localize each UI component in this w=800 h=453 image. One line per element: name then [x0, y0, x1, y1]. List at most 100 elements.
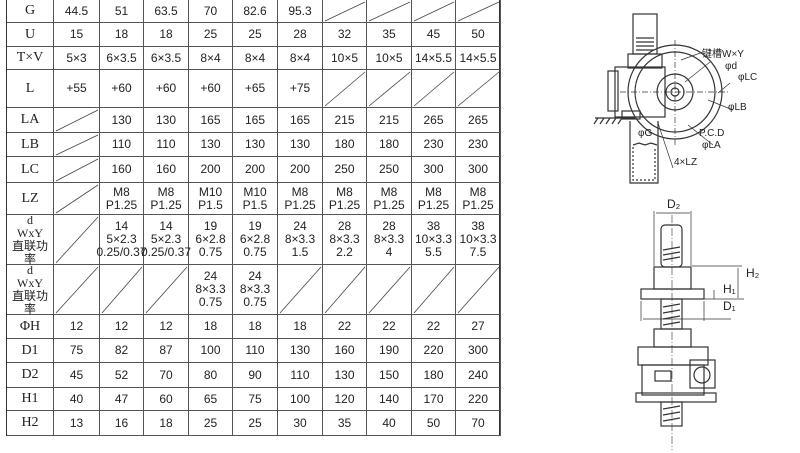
table-cell: 180 [412, 363, 456, 388]
table-cell: 10×5 [323, 47, 367, 70]
table-cell: 165 [233, 108, 278, 133]
table-cell: M8 P1.25 [100, 183, 144, 215]
table-cell: 75 [54, 339, 100, 363]
table-cell: 300 [412, 157, 456, 183]
table-cell: 80 [189, 363, 233, 388]
table-cell: 18 [233, 315, 278, 339]
label-phi-lb: φLB [728, 102, 747, 113]
label-pcd: P.C.D [699, 128, 725, 139]
table-cell: 28 8×3.3 2.2 [323, 215, 367, 265]
table-cell: 25 [233, 23, 278, 47]
label-4xlz: 4×LZ [674, 157, 698, 168]
table-cell: 250 [323, 157, 367, 183]
row-label: U [7, 23, 54, 47]
row-label: D2 [7, 363, 54, 388]
table-cell: 300 [456, 157, 501, 183]
table-cell: M10 P1.5 [233, 183, 278, 215]
table-cell: 215 [323, 108, 367, 133]
table-cell: 130 [278, 339, 323, 363]
diagonal-line [55, 184, 99, 214]
table-cell: 240 [456, 363, 501, 388]
table-cell: 265 [412, 108, 456, 133]
table-cell: 32 [323, 23, 367, 47]
diagonal-line [413, 1, 455, 22]
table-cell: 16 [100, 411, 144, 436]
table-cell: 110 [233, 339, 278, 363]
table-cell: 35 [323, 411, 367, 436]
table-cell: +65 [233, 70, 278, 108]
empty-cell-diagonal [100, 265, 144, 315]
table-cell: 40 [367, 411, 412, 436]
table-cell: 30 [278, 411, 323, 436]
diagonal-line [55, 134, 99, 156]
table-cell: +60 [100, 70, 144, 108]
table-cell: 110 [144, 133, 189, 157]
empty-cell-diagonal [54, 133, 100, 157]
table-cell: +60 [144, 70, 189, 108]
empty-cell-diagonal [54, 183, 100, 215]
diagonal-line [55, 109, 99, 132]
empty-cell-diagonal [54, 108, 100, 133]
table-cell: 47 [100, 388, 144, 411]
label-h2: H₂ [746, 266, 760, 280]
table-cell: 14×5.5 [456, 47, 501, 70]
table-cell: 95.3 [278, 0, 323, 23]
diagonal-line [324, 71, 366, 107]
diagonal-line [457, 71, 500, 107]
table-cell: 25 [189, 411, 233, 436]
label-d1: D₁ [723, 299, 736, 313]
row-label: LZ [7, 183, 54, 215]
empty-cell-diagonal [54, 265, 100, 315]
table-cell: +55 [54, 70, 100, 108]
table-cell: 100 [189, 339, 233, 363]
table-cell: 6×3.5 [144, 47, 189, 70]
table-cell: 18 [278, 315, 323, 339]
table-cell: 19 6×2.8 0.75 [189, 215, 233, 265]
table-cell: 130 [323, 363, 367, 388]
table-cell: 130 [189, 133, 233, 157]
diagonal-line [324, 266, 366, 314]
table-cell: 70 [189, 0, 233, 23]
empty-cell-diagonal [456, 70, 501, 108]
table-cell: 230 [412, 133, 456, 157]
table-cell: 18 [189, 315, 233, 339]
row-label: H2 [7, 411, 54, 436]
table-cell: 100 [278, 388, 323, 411]
label-phi-la: φLA [702, 140, 721, 151]
table-cell: 215 [367, 108, 412, 133]
table-cell: 52 [100, 363, 144, 388]
table-cell: 120 [323, 388, 367, 411]
table-cell: 8×4 [233, 47, 278, 70]
table-cell: +75 [278, 70, 323, 108]
table-cell: 110 [278, 363, 323, 388]
empty-cell-diagonal [54, 157, 100, 183]
table-cell: 22 [323, 315, 367, 339]
table-cell: 75 [233, 388, 278, 411]
table-cell: 44.5 [54, 0, 100, 23]
table-cell: 265 [456, 108, 501, 133]
table-cell: 300 [456, 339, 501, 363]
empty-cell-diagonal [278, 265, 323, 315]
table-cell: 220 [412, 339, 456, 363]
table-cell: 24 8×3.3 1.5 [278, 215, 323, 265]
table-cell: 18 [144, 411, 189, 436]
table-cell: 180 [367, 133, 412, 157]
table-cell: M8 P1.25 [456, 183, 501, 215]
empty-cell-diagonal [323, 0, 367, 23]
table-cell: 140 [367, 388, 412, 411]
empty-cell-diagonal [323, 265, 367, 315]
empty-cell-diagonal [456, 0, 501, 23]
label-phi-lc: φLC [738, 72, 758, 83]
table-cell: 27 [456, 315, 501, 339]
table-cell: 51 [100, 0, 144, 23]
empty-cell-diagonal [412, 265, 456, 315]
empty-cell-diagonal [144, 265, 189, 315]
table-cell: 87 [144, 339, 189, 363]
table-cell: M8 P1.25 [323, 183, 367, 215]
table-cell: 160 [100, 157, 144, 183]
table-cell: 45 [412, 23, 456, 47]
table-cell: 70 [456, 411, 501, 436]
diagonal-line [324, 1, 366, 22]
table-cell: 45 [54, 363, 100, 388]
table-cell: 25 [189, 23, 233, 47]
